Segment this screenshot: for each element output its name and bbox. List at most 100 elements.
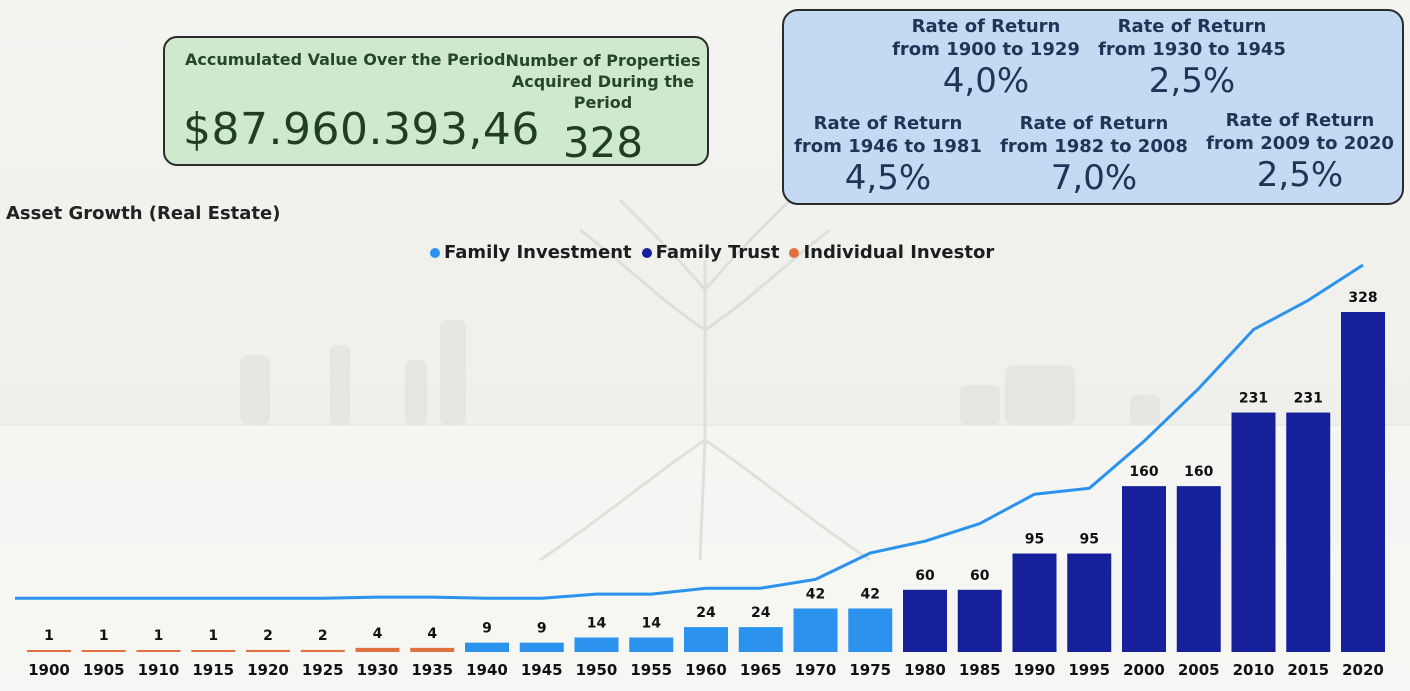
legend-label: Family Investment bbox=[444, 242, 632, 263]
rate-label: Rate of Return from 1930 to 1945 bbox=[1098, 16, 1286, 60]
data-label-1910: 1 bbox=[154, 628, 164, 644]
properties-acquired-label: Number of Properties Acquired During the… bbox=[505, 51, 701, 112]
bar-1925[interactable] bbox=[300, 649, 345, 652]
data-label-1950: 14 bbox=[587, 615, 607, 631]
accumulated-value-label: Accumulated Value Over the Period bbox=[185, 50, 506, 69]
data-label-1960: 24 bbox=[696, 605, 716, 621]
data-label-1965: 24 bbox=[751, 605, 771, 621]
data-label-1935: 4 bbox=[427, 626, 437, 642]
data-label-2005: 160 bbox=[1184, 464, 1213, 480]
x-tick-1990: 1990 bbox=[1014, 661, 1056, 679]
rate-value: 7,0% bbox=[1050, 158, 1138, 198]
bar-2005[interactable] bbox=[1176, 486, 1221, 652]
growth-line bbox=[15, 263, 1364, 600]
bar-1900[interactable] bbox=[27, 650, 71, 652]
rate-2009-2020: Rate of Return from 2009 to 2020 2,5% bbox=[1200, 109, 1400, 195]
bar-1920[interactable] bbox=[246, 649, 290, 652]
bar-1965[interactable] bbox=[738, 627, 783, 652]
data-label-1955: 14 bbox=[642, 615, 662, 631]
data-label-1995: 95 bbox=[1080, 532, 1099, 548]
bar-1995[interactable] bbox=[1067, 553, 1112, 652]
x-tick-1955: 1955 bbox=[630, 661, 672, 679]
rate-1982-2008: Rate of Return from 1982 to 2008 7,0% bbox=[994, 112, 1194, 198]
bar-2015[interactable] bbox=[1286, 412, 1331, 652]
data-label-1945: 9 bbox=[537, 621, 547, 637]
x-tick-1995: 1995 bbox=[1068, 661, 1110, 679]
bar-1980[interactable] bbox=[903, 589, 947, 652]
bar-1940[interactable] bbox=[465, 642, 509, 652]
bar-1950[interactable] bbox=[574, 637, 619, 652]
rate-1930-1945: Rate of Return from 1930 to 1945 2,5% bbox=[1092, 15, 1292, 101]
data-label-1985: 60 bbox=[970, 568, 990, 584]
data-label-1970: 42 bbox=[806, 586, 825, 602]
x-tick-1910: 1910 bbox=[138, 661, 180, 679]
x-tick-1965: 1965 bbox=[740, 661, 782, 679]
x-tick-1920: 1920 bbox=[247, 661, 289, 679]
data-label-1920: 2 bbox=[263, 628, 273, 644]
x-tick-1950: 1950 bbox=[576, 661, 618, 679]
rate-label: Rate of Return from 1982 to 2008 bbox=[1000, 113, 1188, 157]
rate-value: 4,5% bbox=[844, 158, 932, 198]
bar-1985[interactable] bbox=[957, 589, 1002, 652]
rate-value: 2,5% bbox=[1148, 61, 1236, 101]
x-tick-1960: 1960 bbox=[685, 661, 727, 679]
data-label-1905: 1 bbox=[99, 628, 109, 644]
bar-2000[interactable] bbox=[1122, 486, 1166, 652]
x-tick-1925: 1925 bbox=[302, 661, 344, 679]
x-tick-1915: 1915 bbox=[192, 661, 234, 679]
data-label-1980: 60 bbox=[915, 568, 935, 584]
bar-1930[interactable] bbox=[355, 647, 400, 652]
legend-dot-icon bbox=[641, 247, 652, 258]
x-tick-1985: 1985 bbox=[959, 661, 1001, 679]
data-label-1925: 2 bbox=[318, 628, 328, 644]
rate-label: Rate of Return from 2009 to 2020 bbox=[1206, 110, 1394, 154]
legend-dot-icon bbox=[430, 247, 440, 258]
x-tick-1980: 1980 bbox=[904, 661, 946, 679]
rate-1946-1981: Rate of Return from 1946 to 1981 4,5% bbox=[788, 112, 988, 198]
data-label-1915: 1 bbox=[208, 628, 218, 644]
rate-label: Rate of Return from 1946 to 1981 bbox=[794, 113, 982, 157]
x-tick-1930: 1930 bbox=[357, 661, 399, 679]
data-label-1990: 95 bbox=[1025, 532, 1044, 548]
x-tick-2015: 2015 bbox=[1287, 661, 1329, 679]
bar-1990[interactable] bbox=[1012, 553, 1057, 652]
properties-acquired-value: 328 bbox=[562, 118, 644, 167]
rate-label: Rate of Return from 1900 to 1929 bbox=[892, 16, 1080, 60]
bar-1915[interactable] bbox=[191, 650, 236, 652]
bar-2010[interactable] bbox=[1231, 412, 1276, 652]
bar-1935[interactable] bbox=[410, 647, 455, 652]
x-tick-1935: 1935 bbox=[411, 661, 453, 679]
chart-legend: Family Investment Family Trust Individua… bbox=[430, 242, 994, 263]
x-tick-1945: 1945 bbox=[521, 661, 563, 679]
legend-item-family-investment[interactable]: Family Investment bbox=[430, 242, 632, 263]
legend-item-family-trust[interactable]: Family Trust bbox=[641, 242, 780, 263]
x-tick-1970: 1970 bbox=[795, 661, 837, 679]
kpi-card-summary: Accumulated Value Over the Period $87.96… bbox=[163, 36, 709, 167]
legend-item-individual-investor[interactable]: Individual Investor bbox=[789, 242, 994, 263]
bar-1960[interactable] bbox=[684, 627, 728, 652]
bar-1970[interactable] bbox=[793, 608, 838, 652]
x-tick-1975: 1975 bbox=[849, 661, 891, 679]
accumulated-value: $87.960.393,46 bbox=[183, 104, 540, 155]
rate-1900-1929: Rate of Return from 1900 to 1929 4,0% bbox=[886, 15, 1086, 101]
rate-value: 4,0% bbox=[942, 61, 1030, 101]
legend-label: Family Trust bbox=[655, 242, 780, 263]
bar-1945[interactable] bbox=[519, 642, 564, 652]
data-label-1975: 42 bbox=[861, 586, 880, 602]
kpi-card-rates: Rate of Return from 1900 to 1929 4,0% Ra… bbox=[782, 9, 1404, 205]
data-label-1900: 1 bbox=[44, 628, 54, 644]
x-tick-1905: 1905 bbox=[83, 661, 125, 679]
x-tick-2005: 2005 bbox=[1178, 661, 1220, 679]
data-label-2015: 231 bbox=[1294, 391, 1323, 407]
bar-1905[interactable] bbox=[81, 650, 126, 652]
x-tick-2000: 2000 bbox=[1123, 661, 1165, 679]
bar-2020[interactable] bbox=[1341, 312, 1385, 652]
bar-1910[interactable] bbox=[136, 650, 181, 652]
bar-1975[interactable] bbox=[848, 608, 893, 652]
bar-1955[interactable] bbox=[629, 637, 674, 652]
chart-title: Asset Growth (Real Estate) bbox=[6, 203, 281, 224]
data-label-1940: 9 bbox=[482, 621, 492, 637]
data-label-2010: 231 bbox=[1239, 391, 1268, 407]
legend-dot-icon bbox=[789, 247, 800, 258]
